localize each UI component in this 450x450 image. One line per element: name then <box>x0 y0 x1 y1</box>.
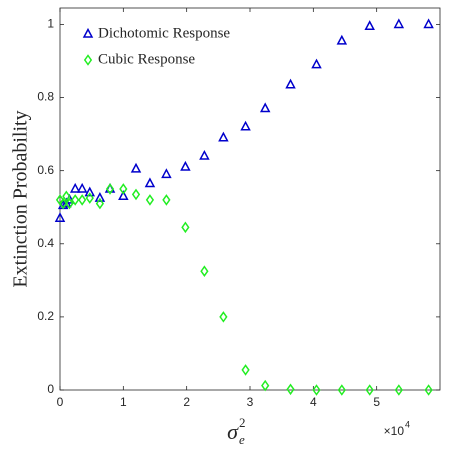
point <box>180 160 191 171</box>
point <box>130 162 142 173</box>
point <box>394 384 403 396</box>
y-tick-label: 0.8 <box>37 90 54 104</box>
point <box>424 384 433 396</box>
point <box>78 194 87 206</box>
point <box>69 182 81 193</box>
point <box>218 131 229 142</box>
legend-marker <box>83 54 93 66</box>
point <box>181 221 190 234</box>
point <box>311 58 322 69</box>
point <box>118 190 129 201</box>
x-axis-label: σ e 2 <box>227 415 245 447</box>
point <box>144 177 156 188</box>
point <box>131 188 141 201</box>
point <box>336 34 348 45</box>
x-multiplier-base: ×10 <box>384 424 405 438</box>
point <box>241 364 250 376</box>
x-multiplier: ×10 4 <box>384 419 410 438</box>
x-label-base: σ <box>227 419 239 444</box>
x-tick-label: 0 <box>57 395 64 409</box>
point <box>161 168 172 179</box>
y-tick-label: 0.2 <box>37 309 54 323</box>
point <box>105 183 115 195</box>
x-label-sub: e <box>239 432 245 447</box>
point <box>219 311 228 323</box>
x-tick-label: 2 <box>183 395 190 409</box>
point <box>84 186 96 197</box>
point <box>261 379 270 392</box>
y-tick-label: 0 <box>47 382 54 396</box>
point <box>285 78 296 89</box>
point <box>119 183 128 195</box>
x-label-sup: 2 <box>239 415 246 430</box>
y-axis-label: Extinction Probability <box>10 110 32 287</box>
point <box>365 384 374 396</box>
x-tick-label: 1 <box>120 395 127 409</box>
point <box>65 197 74 210</box>
point <box>62 190 71 203</box>
point <box>337 384 346 396</box>
legend-label: Cubic Response <box>98 51 195 67</box>
point <box>312 384 321 396</box>
point <box>95 197 105 210</box>
point <box>393 18 405 29</box>
point <box>85 192 94 204</box>
point <box>71 194 80 206</box>
point <box>94 191 106 202</box>
point <box>199 149 210 160</box>
point <box>162 194 171 206</box>
y-tick-label: 0.6 <box>37 163 54 177</box>
legend-marker <box>82 27 94 38</box>
point <box>145 194 155 206</box>
y-tick-label: 0.4 <box>37 236 54 250</box>
point <box>54 212 66 222</box>
point <box>364 20 375 31</box>
point <box>286 383 295 396</box>
point <box>259 102 271 113</box>
point <box>76 182 88 193</box>
point <box>423 18 434 29</box>
x-multiplier-sup: 4 <box>405 419 410 429</box>
point <box>59 197 68 210</box>
y-tick-label: 1 <box>47 17 54 31</box>
point <box>200 265 209 277</box>
legend-label: Dichotomic Response <box>98 25 230 41</box>
x-tick-label: 5 <box>373 395 380 409</box>
x-tick-label: 4 <box>310 395 317 409</box>
point <box>240 120 251 131</box>
x-tick-label: 3 <box>247 395 254 409</box>
